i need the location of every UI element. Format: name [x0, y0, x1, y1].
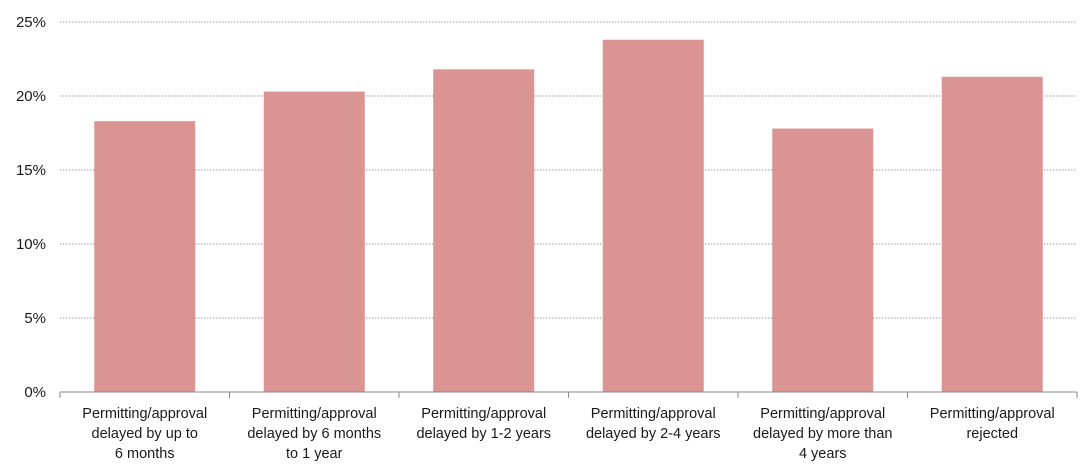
x-tick-label: Permitting/approval delayed by more than 4… — [753, 406, 892, 462]
bar-3 — [433, 69, 535, 393]
y-tick-label: 10% — [16, 236, 46, 253]
x-tick-label-line: rejected — [966, 426, 1018, 442]
x-axis-category-labels: Permitting/approval delayed by up to 6 mon… — [82, 406, 1054, 462]
x-tick-label-line: to 1 year — [286, 446, 343, 462]
x-tick-label: Permitting/approval delayed by 1-2 years — [416, 406, 551, 442]
bars — [94, 39, 1043, 393]
x-tick-label-line: delayed by 2-4 years — [586, 426, 721, 442]
y-tick-label: 20% — [16, 88, 46, 105]
x-tick-label-line: delayed by up to — [92, 426, 198, 442]
x-tick-label-line: 6 months — [115, 446, 175, 462]
x-tick-label: Permitting/approval delayed by up to 6 mon… — [82, 406, 207, 462]
x-tick-label-line: Permitting/approval — [760, 406, 885, 422]
bar-4 — [602, 39, 704, 392]
bar-2 — [263, 91, 365, 392]
y-tick-label: 15% — [16, 162, 46, 179]
bar-6 — [941, 76, 1043, 392]
bar-1 — [94, 121, 196, 392]
x-tick-label-line: Permitting/approval — [930, 406, 1055, 422]
y-tick-label: 0% — [24, 384, 46, 401]
x-axis — [59, 391, 1078, 398]
y-tick-label: 5% — [24, 310, 46, 327]
y-tick-label: 25% — [16, 14, 46, 31]
y-axis-ticks: 0% 5% 10% 15% 20% 25% — [16, 14, 46, 401]
x-tick-label-line: Permitting/approval — [252, 406, 377, 422]
x-tick-label: Permitting/approval rejected — [930, 406, 1055, 442]
bar-5 — [772, 128, 874, 392]
x-tick-label-line: Permitting/approval — [82, 406, 207, 422]
x-tick-label-line: delayed by 1-2 years — [416, 426, 551, 442]
x-tick-label-line: delayed by more than — [753, 426, 892, 442]
x-tick-label: Permitting/approval delayed by 6 months to… — [247, 406, 381, 462]
x-tick-label-line: Permitting/approval — [591, 406, 716, 422]
x-tick-label-line: Permitting/approval — [421, 406, 546, 422]
x-tick-label: Permitting/approval delayed by 2-4 years — [586, 406, 721, 442]
x-tick-label-line: 4 years — [799, 446, 847, 462]
gridlines — [60, 21, 1077, 319]
x-tick-label-line: delayed by 6 months — [247, 426, 381, 442]
